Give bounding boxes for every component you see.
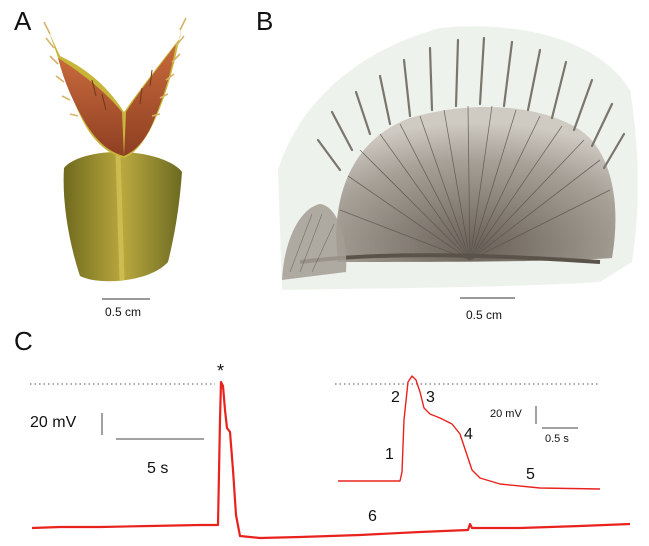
phase-label-1: 1 (385, 446, 394, 463)
phase-label-5: 5 (526, 466, 535, 483)
peak-marker: * (217, 361, 225, 381)
phase-label-4: 4 (464, 426, 473, 443)
main-time-scale-label: 5 s (147, 460, 169, 477)
inset-time-scale-label: 0.5 s (545, 433, 569, 445)
phase-label-2: 2 (391, 389, 400, 406)
phase-label-3: 3 (426, 389, 435, 406)
phase-label-6: 6 (368, 508, 377, 525)
panel-a-scale-label: 0.5 cm (105, 305, 142, 319)
main-trace (31, 380, 631, 540)
panel-c-label: C (14, 326, 33, 356)
inset-voltage-scale-label: 20 mV (490, 408, 522, 420)
panel-b-label: B (256, 6, 274, 36)
main-voltage-scale-label: 20 mV (30, 414, 77, 431)
panel-b-scale-label: 0.5 cm (466, 308, 503, 322)
panel-a-label: A (14, 6, 32, 36)
